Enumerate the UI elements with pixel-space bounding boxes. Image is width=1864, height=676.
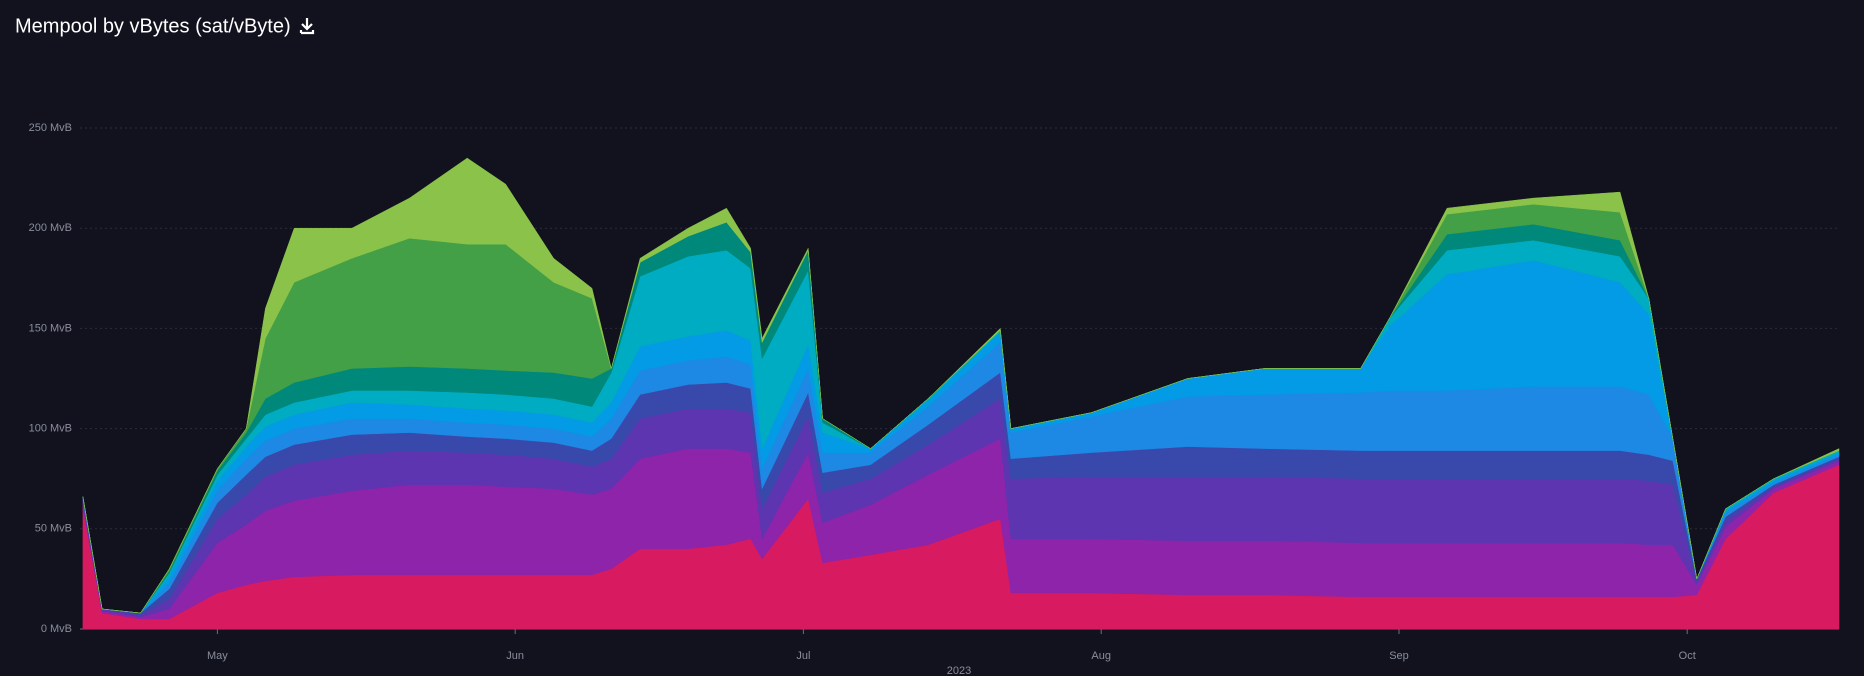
- x-tick-label: Jun: [506, 650, 524, 662]
- y-tick-label: 150 MvB: [29, 322, 72, 334]
- y-tick-label: 200 MvB: [29, 222, 72, 234]
- x-tick-label: Jul: [796, 650, 810, 662]
- x-tick-label: Sep: [1389, 650, 1409, 662]
- chart-title: Mempool by vBytes (sat/vByte): [15, 15, 291, 37]
- x-axis-label: 2023: [947, 665, 971, 676]
- y-tick-label: 50 MvB: [35, 523, 72, 535]
- area: [82, 157, 1840, 614]
- y-tick-label: 0 MvB: [41, 623, 72, 635]
- download-icon[interactable]: [299, 18, 315, 35]
- y-tick-label: 100 MvB: [29, 423, 72, 435]
- download-glyph: [299, 18, 315, 35]
- x-tick-label: Aug: [1091, 650, 1111, 662]
- x-tick-label: May: [207, 650, 228, 662]
- areas: [82, 157, 1840, 630]
- y-tick-label: 250 MvB: [29, 122, 72, 134]
- x-tick-label: Oct: [1679, 650, 1696, 662]
